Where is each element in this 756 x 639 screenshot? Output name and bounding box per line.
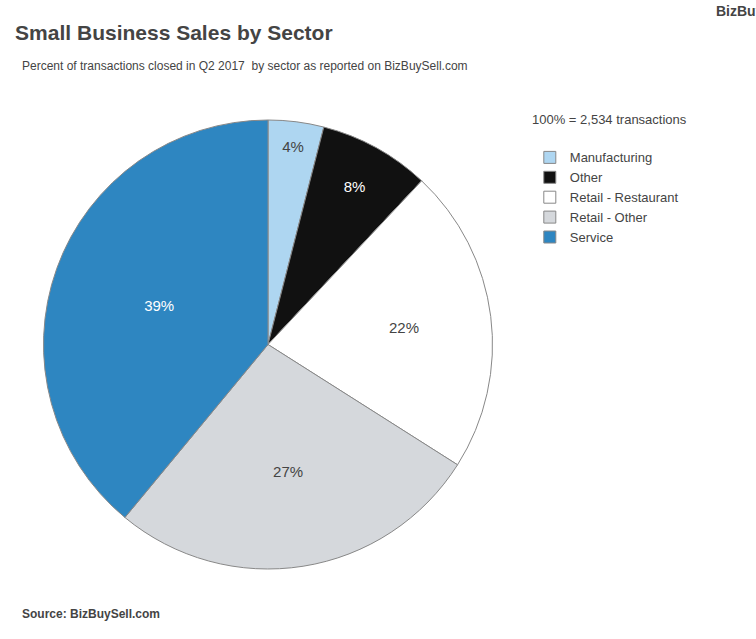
svg-text:Retail - Other: Retail - Other [570, 210, 648, 225]
svg-text:100% = 2,534 transactions: 100% = 2,534 transactions [532, 112, 687, 127]
svg-text:Retail - Restaurant: Retail - Restaurant [570, 190, 679, 205]
svg-text:8%: 8% [344, 178, 366, 195]
svg-text:BizBuySell®: BizBuySell® [716, 3, 756, 19]
svg-text:39%: 39% [144, 297, 174, 314]
svg-text:Percent of transactions closed: Percent of transactions closed in Q2 201… [22, 59, 468, 73]
svg-text:Small Business Sales by Sector: Small Business Sales by Sector [15, 21, 332, 44]
svg-text:Source: BizBuySell.com: Source: BizBuySell.com [22, 607, 160, 621]
svg-text:4%: 4% [282, 138, 304, 155]
svg-text:Other: Other [570, 170, 603, 185]
svg-text:Service: Service [570, 230, 613, 245]
svg-text:22%: 22% [389, 319, 419, 336]
svg-text:Manufacturing: Manufacturing [570, 150, 652, 165]
svg-text:27%: 27% [273, 463, 303, 480]
